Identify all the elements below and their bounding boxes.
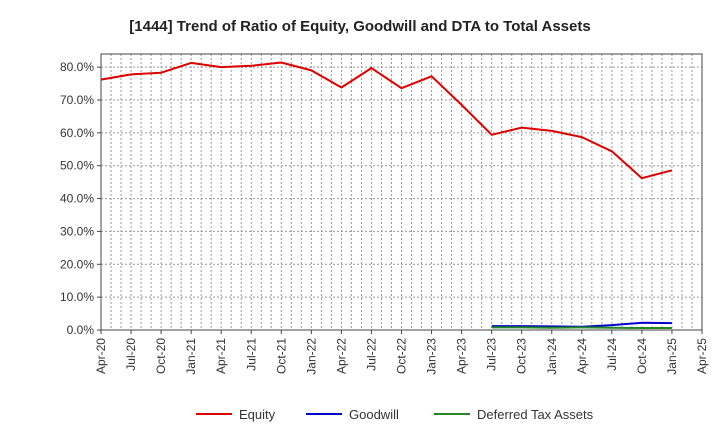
series-line-equity	[100, 61, 673, 180]
plot-frame	[100, 53, 703, 331]
legend-label: Equity	[239, 407, 276, 422]
y-tick-label: 50.0%	[60, 159, 94, 173]
x-axis: Apr-20 Jul-20 Oct-20 Jan-21 Apr-21 Jul-21 Oct-…	[94, 330, 709, 375]
y-tick-label: 20.0%	[60, 257, 94, 271]
y-tick-label: 40.0%	[60, 192, 94, 206]
y-tick-label: 80.0%	[60, 60, 94, 74]
y-axis: 0.0% 10.0% 20.0% 30.0% 40.0% 50.0% 60.0% 70.0% 8…	[60, 60, 101, 337]
grid	[101, 54, 702, 331]
x-tick-label: Jan-21	[184, 338, 198, 375]
x-tick-label: Jan-23	[425, 338, 439, 375]
x-tick-label: Jan-22	[304, 338, 318, 375]
x-tick-label: Apr-25	[695, 338, 709, 374]
x-tick-label: Jul-22	[364, 338, 378, 371]
x-tick-label: Jan-25	[665, 338, 679, 375]
chart-title: [1444] Trend of Ratio of Equity, Goodwil…	[129, 18, 590, 35]
x-tick-label: Apr-20	[94, 338, 108, 374]
x-tick-label: Oct-22	[395, 338, 409, 374]
y-tick-label: 10.0%	[60, 290, 94, 304]
x-tick-label: Apr-21	[214, 338, 228, 374]
y-tick-label: 0.0%	[67, 323, 95, 337]
x-tick-label: Jan-24	[545, 338, 559, 375]
x-tick-label: Jul-23	[485, 338, 499, 371]
plot-series	[100, 61, 673, 329]
y-tick-label: 70.0%	[60, 93, 94, 107]
legend-label: Goodwill	[349, 407, 399, 422]
series-line-deferred-tax-assets	[491, 326, 672, 329]
legend: Equity Goodwill Deferred Tax Assets	[196, 407, 594, 422]
x-tick-label: Apr-24	[575, 338, 589, 374]
x-tick-label: Oct-24	[635, 338, 649, 374]
x-tick-label: Jul-21	[244, 338, 258, 371]
x-tick-label: Oct-20	[154, 338, 168, 374]
x-tick-label: Oct-23	[515, 338, 529, 374]
y-tick-label: 30.0%	[60, 224, 94, 238]
x-tick-label: Jul-24	[605, 338, 619, 371]
legend-label: Deferred Tax Assets	[477, 407, 594, 422]
x-tick-label: Jul-20	[124, 338, 138, 371]
x-tick-label: Apr-23	[455, 338, 469, 374]
y-tick-label: 60.0%	[60, 126, 94, 140]
x-tick-label: Oct-21	[274, 338, 288, 374]
x-tick-label: Apr-22	[334, 338, 348, 374]
